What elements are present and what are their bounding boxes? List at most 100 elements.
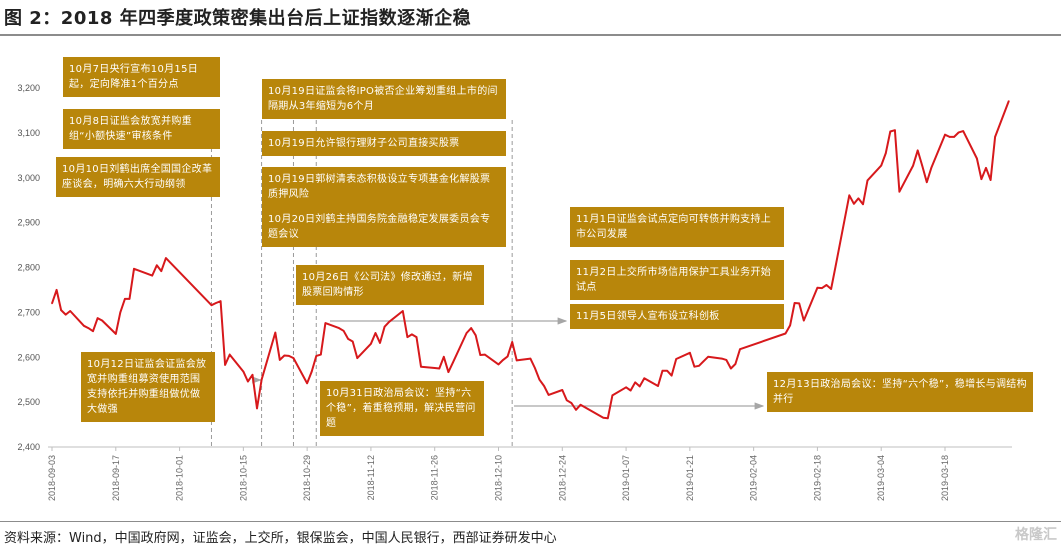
data-point [816, 286, 819, 289]
data-point [383, 325, 386, 328]
annotation-oct10: 10月10日刘鹤出席全国国企改革座谈会，明确六大行动纲领 [56, 157, 220, 197]
data-point [566, 399, 568, 402]
data-point [96, 317, 99, 320]
data-point [219, 300, 222, 303]
data-point [821, 287, 823, 289]
y-tick-label: 2,900 [17, 218, 40, 228]
arrows [252, 317, 765, 410]
data-point [370, 343, 372, 345]
data-point [497, 363, 500, 366]
y-tick-label: 3,100 [17, 128, 40, 138]
data-point [889, 130, 892, 133]
data-point [698, 365, 700, 367]
data-point [793, 302, 796, 304]
annotation-oct19-ipo: 10月19日证监会将IPO被否企业筹划重组上市的间隔期从3年缩短为6个月 [262, 79, 506, 119]
data-point [693, 365, 696, 368]
y-tick-label: 2,700 [17, 307, 40, 317]
data-point [210, 304, 213, 307]
y-tick-label: 3,200 [17, 83, 40, 93]
page-title: 图 2：2018 年四季度政策密集出台后上证指数逐渐企稳 [4, 8, 472, 29]
data-point [256, 407, 258, 410]
data-point [115, 333, 117, 335]
annotation-oct19-pledge: 10月19日郭树清表态积极设立专项基金化解股票质押风险 [262, 167, 506, 207]
data-point [274, 331, 277, 334]
data-point [55, 289, 58, 291]
data-point [689, 352, 691, 354]
data-point [324, 322, 327, 324]
x-tick-label: 2018-12-24 [557, 455, 567, 501]
data-point [643, 377, 646, 380]
y-tick-label: 2,500 [17, 397, 40, 407]
data-point [224, 364, 226, 366]
x-tick-label: 2019-01-07 [621, 455, 631, 501]
data-point [452, 361, 454, 364]
data-point [506, 355, 509, 358]
data-point [128, 298, 131, 300]
data-point [534, 367, 536, 369]
x-tick-label: 2018-10-29 [302, 455, 312, 501]
data-point [994, 136, 996, 138]
data-point [661, 369, 664, 372]
data-point [625, 386, 627, 389]
line-chart: 2,400 2,500 2,600 2,700 2,800 2,900 3,000 3,100… [17, 83, 1012, 501]
data-point [310, 370, 313, 373]
x-tick-label: 2019-03-04 [876, 455, 886, 501]
data-point [853, 203, 855, 205]
data-point [634, 381, 636, 384]
data-point [420, 365, 422, 368]
data-point [848, 194, 851, 197]
data-point [570, 402, 573, 404]
data-point [561, 389, 564, 391]
data-point [575, 409, 577, 411]
data-point [502, 359, 504, 361]
data-point [315, 355, 318, 357]
data-point [215, 302, 217, 304]
data-point [51, 302, 53, 305]
data-point [228, 353, 231, 356]
data-point [260, 378, 263, 381]
data-point [962, 130, 964, 132]
data-point [538, 378, 541, 381]
annotation-oct31: 10月31日政治局会议：坚持“六个稳”，着重稳预期，解决民营问题 [320, 381, 484, 436]
data-point [64, 313, 67, 316]
data-point [165, 257, 167, 259]
data-point [944, 133, 946, 136]
axes: 2,400 2,500 2,600 2,700 2,800 2,900 3,000 3,100… [17, 83, 1012, 501]
data-point [894, 129, 896, 131]
data-point [356, 357, 359, 359]
data-point [251, 374, 254, 376]
data-point [989, 179, 992, 181]
data-point [721, 357, 723, 360]
x-tick-label: 2018-10-15 [238, 455, 248, 501]
data-point [529, 357, 532, 360]
data-point [953, 136, 955, 138]
data-point [707, 356, 709, 358]
top-divider [0, 34, 1061, 36]
data-point [279, 359, 281, 361]
x-tick-label: 2018-09-03 [47, 455, 57, 501]
data-point [92, 330, 94, 333]
data-point [69, 310, 71, 312]
data-point [133, 268, 135, 270]
data-point [543, 385, 545, 387]
data-point [402, 310, 404, 312]
data-point [834, 264, 837, 267]
data-point [857, 197, 860, 200]
data-point [465, 332, 468, 334]
data-point [912, 164, 914, 167]
x-tick-label: 2019-02-18 [812, 455, 822, 501]
data-point [730, 367, 732, 370]
data-point [602, 417, 605, 419]
data-point [87, 327, 90, 329]
x-tick-label: 2019-02-04 [749, 455, 759, 501]
annotation-oct8: 10月8日证监会放宽并购重组“小额快速”审核条件 [63, 109, 220, 149]
data-point [470, 327, 473, 329]
data-point [515, 359, 518, 362]
data-point [374, 332, 377, 334]
data-point [607, 417, 609, 420]
data-point [411, 333, 413, 336]
data-point [976, 157, 978, 160]
data-point [342, 330, 345, 332]
data-point [83, 325, 85, 327]
data-point [980, 178, 983, 180]
